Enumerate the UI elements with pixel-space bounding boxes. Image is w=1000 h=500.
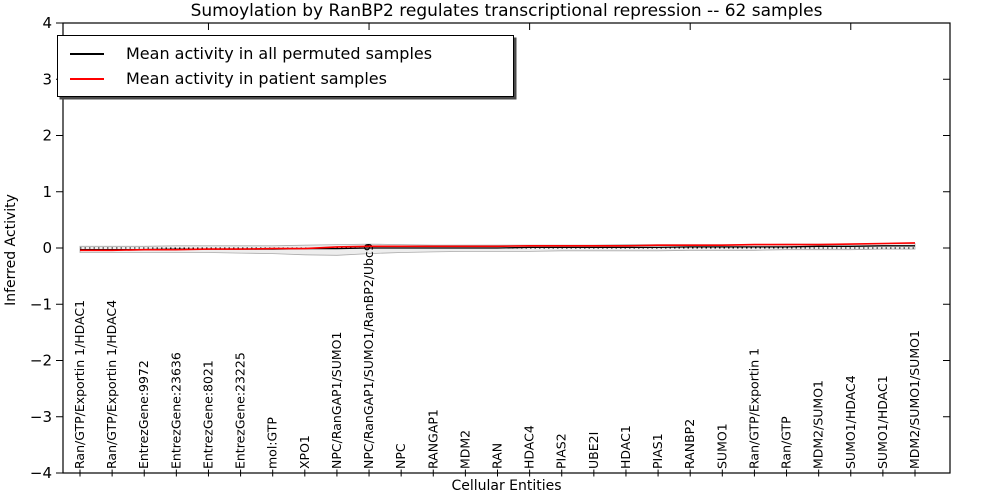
x-category-label: NPC bbox=[393, 443, 408, 469]
legend-entry-patient: Mean activity in patient samples bbox=[70, 69, 501, 88]
x-category-label: Ran/GTP/Exportin 1 bbox=[746, 348, 761, 469]
x-category-label: mol:GTP bbox=[265, 417, 280, 469]
series-line-patient bbox=[80, 242, 916, 252]
y-tick-label: 0 bbox=[42, 239, 52, 257]
x-category-label: SUMO1/HDAC1 bbox=[875, 375, 890, 469]
legend-line-sample-patient bbox=[70, 77, 104, 80]
x-category-label: Ran/GTP/Exportin 1/HDAC4 bbox=[104, 300, 119, 469]
x-category-label: EntrezGene:23225 bbox=[233, 352, 248, 469]
x-category-label: HDAC4 bbox=[522, 425, 537, 469]
y-tick-label: −1 bbox=[30, 295, 52, 313]
x-category-label: SUMO1 bbox=[714, 423, 729, 469]
y-tick-label: −4 bbox=[30, 464, 52, 482]
legend-label-patient: Mean activity in patient samples bbox=[126, 69, 387, 88]
legend-entry-permuted: Mean activity in all permuted samples bbox=[70, 44, 501, 63]
legend-line-sample-permuted bbox=[70, 52, 104, 55]
x-category-label: EntrezGene:8021 bbox=[200, 360, 215, 469]
x-category-label: NPC/RanGAP1/SUMO1 bbox=[329, 332, 344, 469]
x-category-label: RANBP2 bbox=[682, 419, 697, 469]
y-tick-label: 2 bbox=[42, 127, 52, 145]
x-category-label: UBE2I bbox=[586, 432, 601, 469]
y-tick-label: −3 bbox=[30, 408, 52, 426]
x-category-label: PIAS2 bbox=[554, 433, 569, 469]
x-category-label: SUMO1/HDAC4 bbox=[843, 375, 858, 469]
x-category-label: XPO1 bbox=[297, 435, 312, 469]
x-category-label: EntrezGene:23636 bbox=[168, 352, 183, 469]
x-category-label: PIAS1 bbox=[650, 433, 665, 469]
x-axis-label: Cellular Entities bbox=[451, 478, 562, 494]
y-tick-label: 1 bbox=[42, 183, 52, 201]
x-category-label: NPC/RanGAP1/SUMO1/RanBP2/Ubc9 bbox=[361, 243, 376, 469]
legend: Mean activity in all permuted samples Me… bbox=[57, 35, 514, 97]
x-category-label: MDM2/SUMO1 bbox=[811, 380, 826, 469]
x-category-label: MDM2/SUMO1/SUMO1 bbox=[907, 330, 922, 469]
x-category-label: EntrezGene:9972 bbox=[136, 360, 151, 469]
x-category-label: Ran/GTP/Exportin 1/HDAC1 bbox=[72, 300, 87, 469]
y-tick-label: −2 bbox=[30, 352, 52, 370]
x-category-label: HDAC1 bbox=[618, 425, 633, 469]
x-category-label: MDM2 bbox=[457, 430, 472, 469]
x-category-label: RANGAP1 bbox=[425, 409, 440, 469]
chart-title: Sumoylation by RanBP2 regulates transcri… bbox=[190, 1, 823, 21]
x-category-label: RAN bbox=[490, 443, 505, 469]
y-tick-label: 3 bbox=[42, 70, 52, 88]
x-category-label: Ran/GTP bbox=[779, 416, 794, 469]
legend-label-permuted: Mean activity in all permuted samples bbox=[126, 44, 433, 63]
y-tick-label: 4 bbox=[42, 14, 52, 32]
